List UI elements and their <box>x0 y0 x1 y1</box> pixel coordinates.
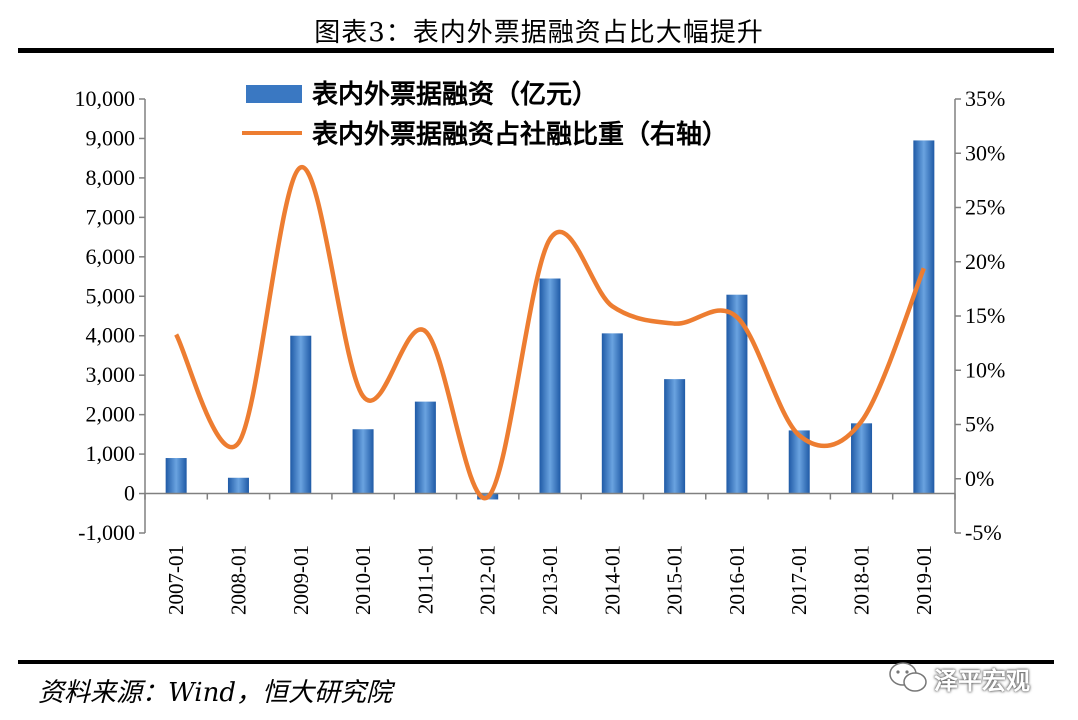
y-right-tick-label: -5% <box>965 520 1002 545</box>
y-right-tick-label: 0% <box>965 466 994 491</box>
top-rule <box>18 48 1054 53</box>
x-tick-label: 2016-01 <box>725 545 749 615</box>
y-left-tick-label: 7,000 <box>86 204 136 229</box>
bar <box>539 278 561 494</box>
x-tick-label: 2015-01 <box>663 545 687 615</box>
y-left-tick-label: 4,000 <box>86 323 136 348</box>
x-tick-label: 2018-01 <box>850 545 874 615</box>
bar <box>352 429 374 494</box>
y-left-tick-label: 8,000 <box>86 165 136 190</box>
legend-bar-swatch <box>246 85 302 103</box>
bar <box>851 423 873 494</box>
y-left-tick-label: 1,000 <box>86 441 136 466</box>
x-tick-label: 2009-01 <box>289 545 313 615</box>
bar <box>913 140 935 494</box>
share-line <box>174 165 926 501</box>
bar <box>788 430 810 494</box>
x-tick-label: 2012-01 <box>476 545 500 615</box>
legend-line-label: 表内外票据融资占社融比重（右轴） <box>312 119 728 150</box>
bottom-rule <box>18 660 1054 664</box>
y-right-tick-label: 10% <box>965 357 1005 382</box>
y-left-tick-label: 2,000 <box>86 402 136 427</box>
x-tick-label: 2008-01 <box>226 545 250 615</box>
chart-area: -1,000 0 1,000 2,000 3,000 4,000 5,000 6,000 7,0… <box>75 80 1006 615</box>
chart-title: 图表3：表内外票据融资占比大幅提升 <box>314 18 764 48</box>
y-left-tick-label: 9,000 <box>86 125 136 150</box>
y-right-tick-label: 20% <box>965 249 1005 274</box>
bar <box>414 401 436 494</box>
y-left-tick-label: -1,000 <box>78 520 135 545</box>
y-right-tick-label: 15% <box>965 303 1005 328</box>
x-tick-label: 2019-01 <box>912 545 936 615</box>
x-tick-label: 2007-01 <box>164 545 188 615</box>
watermark: 泽平宏观 <box>888 656 1030 700</box>
bar <box>165 458 187 494</box>
y-left-tick-label: 6,000 <box>86 244 136 269</box>
bar <box>726 294 748 494</box>
y-left-tick-label: 10,000 <box>75 86 136 111</box>
y-left-tick-label: 0 <box>124 481 135 506</box>
x-tick-label: 2014-01 <box>600 545 624 615</box>
y-right-tick-label: 30% <box>965 140 1005 165</box>
bar <box>227 477 249 494</box>
bar <box>290 335 312 494</box>
y-left-tick-label: 5,000 <box>86 283 136 308</box>
x-tick-label: 2010-01 <box>351 545 375 615</box>
bar <box>664 379 686 494</box>
y-right-tick-label: 5% <box>965 412 994 437</box>
x-tick-label: 2013-01 <box>538 545 562 615</box>
watermark-text: 泽平宏观 <box>934 666 1030 695</box>
y-left-tick-label: 3,000 <box>86 362 136 387</box>
x-tick-label: 2017-01 <box>787 545 811 615</box>
wechat-icon <box>889 662 927 692</box>
y-right-tick-label: 25% <box>965 195 1005 220</box>
x-tick-label: 2011-01 <box>413 545 437 614</box>
source-note: 资料来源：Wind，恒大研究院 <box>38 678 392 708</box>
legend-bar-label: 表内外票据融资（亿元） <box>312 80 598 110</box>
y-right-tick-label: 35% <box>965 86 1005 111</box>
bar <box>601 333 623 494</box>
